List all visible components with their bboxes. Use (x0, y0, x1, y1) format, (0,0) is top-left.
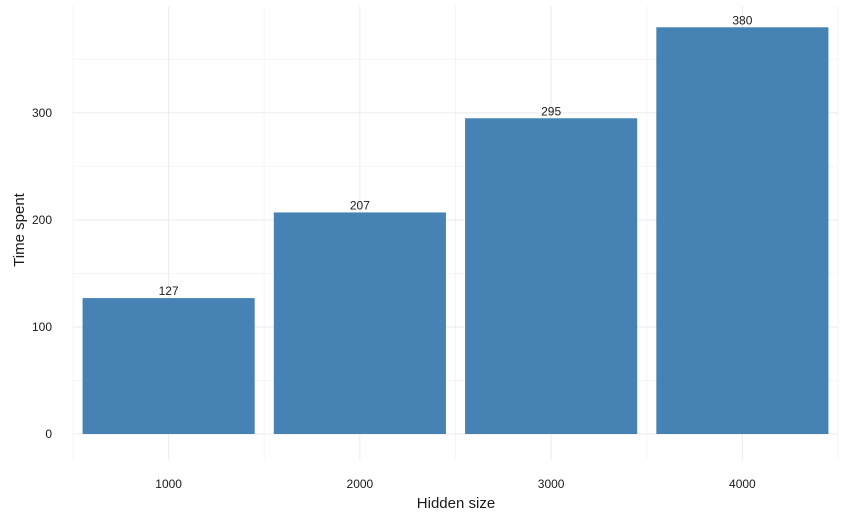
data-label-2000: 207 (350, 198, 370, 212)
bar-3000 (465, 118, 638, 434)
x-tick-label-2000: 2000 (347, 477, 374, 491)
data-label-1000: 127 (159, 284, 179, 298)
bars (82, 27, 829, 434)
bar-4000 (656, 27, 829, 434)
data-label-4000: 380 (732, 13, 752, 27)
x-axis-title: Hidden size (417, 495, 495, 512)
bar-1000 (82, 298, 255, 434)
y-axis-title: Time spent (11, 192, 28, 266)
data-labels: 127 207 295 380 (159, 13, 753, 298)
y-tick-labels: 0 100 200 300 (32, 106, 52, 441)
y-tick-label: 300 (32, 106, 52, 120)
y-tick-label: 200 (32, 213, 52, 227)
x-tick-label-1000: 1000 (155, 477, 182, 491)
x-tick-label-4000: 4000 (729, 477, 756, 491)
data-label-3000: 295 (541, 104, 561, 118)
x-tick-labels: 1000 2000 3000 4000 (155, 477, 756, 491)
y-tick-label: 0 (45, 427, 52, 441)
x-tick-label-3000: 3000 (538, 477, 565, 491)
minor-gridlines (72, 6, 839, 460)
bar-2000 (273, 212, 446, 434)
y-tick-label: 100 (32, 320, 52, 334)
